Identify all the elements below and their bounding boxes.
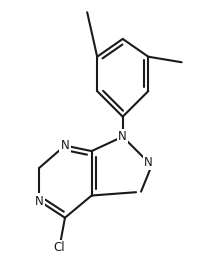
Text: N: N: [144, 156, 153, 169]
Text: N: N: [35, 194, 44, 207]
Text: N: N: [118, 130, 127, 143]
Text: N: N: [61, 139, 69, 152]
Text: Cl: Cl: [54, 241, 65, 254]
